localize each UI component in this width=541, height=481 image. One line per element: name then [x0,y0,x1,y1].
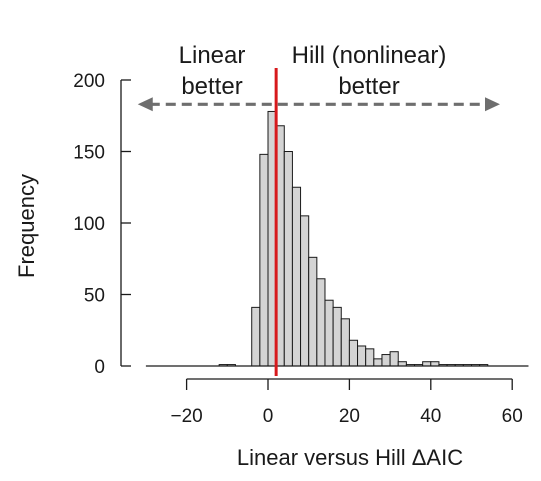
histogram-bar [381,354,391,367]
x-tick-label: −20 [170,406,202,427]
annotation-linear-line1: Linear [179,42,246,69]
histogram-bar [259,153,269,367]
y-tick-label: 0 [94,357,105,378]
histogram-bar [340,318,350,367]
x-tick-label: 60 [502,406,523,427]
x-axis-title: Linear versus Hill ΔAIC [237,445,463,470]
histogram-bars [218,110,489,367]
histogram-bar [422,361,432,367]
histogram-bar [300,215,310,367]
y-axis-title: Frequency [14,174,39,278]
histogram-bar [283,151,293,367]
histogram-bar [291,186,302,367]
arrow-head-right [484,97,500,112]
y-tick-label: 200 [73,71,105,92]
histogram-bar [316,278,326,367]
y-axis: 0 50 100 150 200 [73,71,131,378]
arrow-head-left [137,97,153,112]
y-tick-label: 100 [73,214,105,235]
histogram-bar [308,256,318,367]
annotation-hill-line1: Hill (nonlinear) [292,42,447,69]
y-tick-label: 50 [84,286,105,307]
histogram-bar [373,358,383,367]
x-tick-label: 40 [420,406,441,427]
y-tick-label: 150 [73,143,105,164]
x-axis: −20 0 20 40 60 [170,378,523,427]
annotation-hill-line2: better [338,73,399,100]
x-tick-label: 20 [339,406,360,427]
histogram-bar [430,361,440,367]
histogram-bar [397,361,407,367]
histogram-bar [348,339,359,367]
histogram-bar [251,306,261,367]
x-tick-label: 0 [263,406,274,427]
better-arrow [137,97,500,112]
histogram-bar [332,306,342,367]
histogram-bar [357,345,367,367]
histogram-bar [365,348,375,367]
histogram-bar [389,351,399,367]
histogram-bar [324,299,334,367]
annotation-linear-line2: better [181,73,242,100]
